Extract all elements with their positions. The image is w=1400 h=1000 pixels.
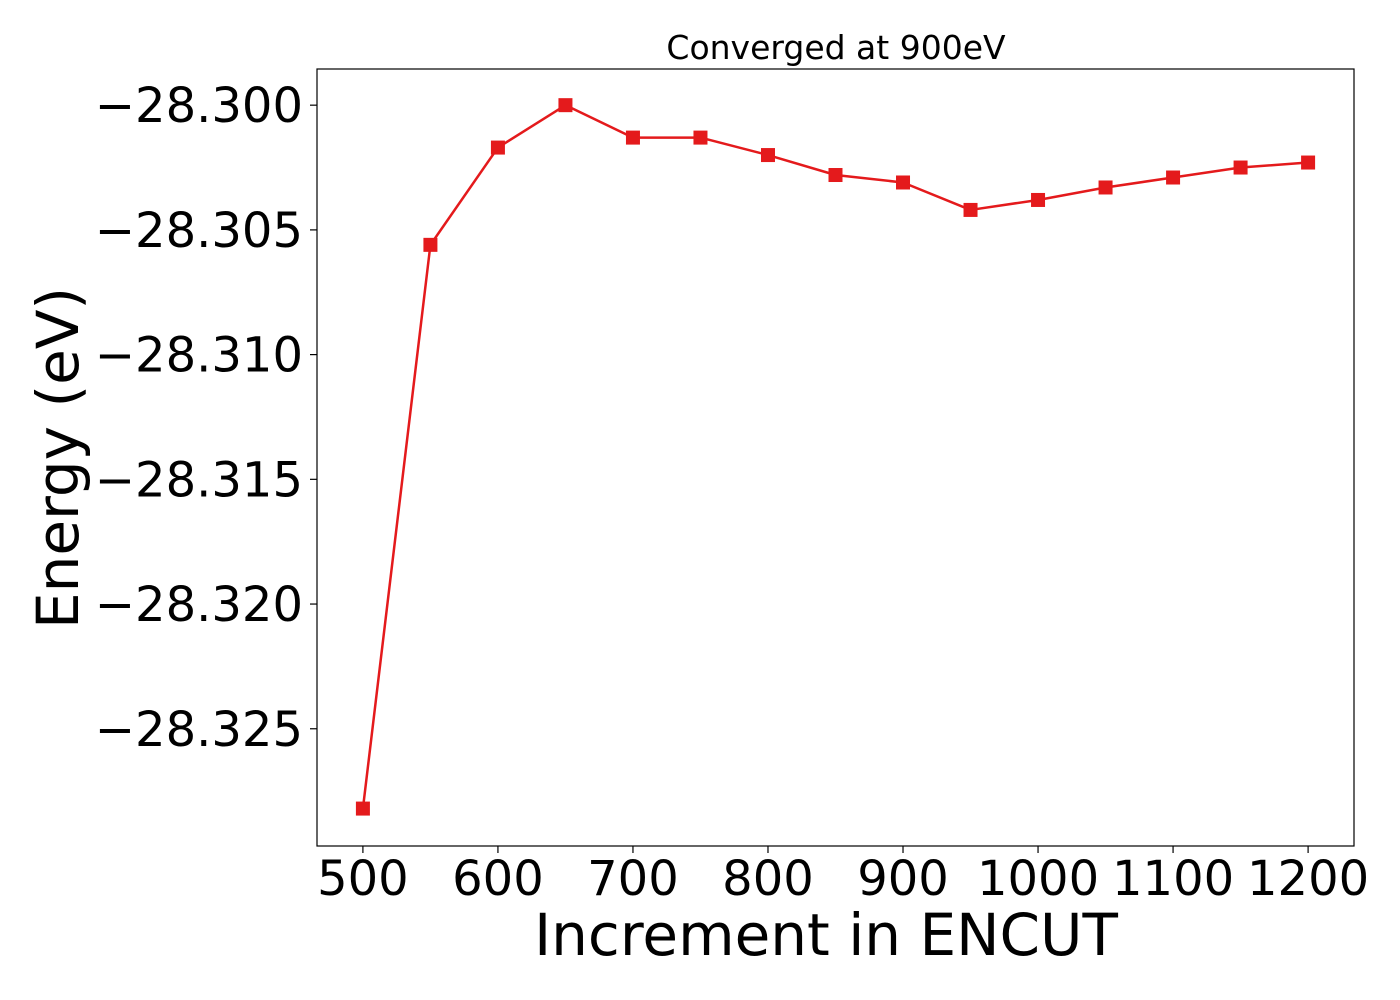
x-tick-label: 1000 <box>977 851 1099 907</box>
data-point-marker <box>1301 155 1316 170</box>
y-tick-label: −28.315 <box>95 452 303 508</box>
plot-area <box>355 98 1316 816</box>
x-tick-label: 800 <box>722 851 814 907</box>
data-point-marker <box>1166 170 1181 185</box>
data-point-marker <box>1031 192 1046 207</box>
x-tick-label: 1100 <box>1112 851 1234 907</box>
x-tick-label: 700 <box>587 851 679 907</box>
data-point-marker <box>828 168 843 183</box>
data-point-marker <box>896 175 911 190</box>
data-point-marker <box>760 148 775 163</box>
x-tick-label: 900 <box>857 851 949 907</box>
data-point-marker <box>558 98 573 113</box>
data-point-marker <box>1233 160 1248 175</box>
data-point-marker <box>1098 180 1113 195</box>
x-axis-label: Increment in ENCUT <box>534 901 1118 969</box>
data-point-marker <box>963 202 978 217</box>
x-tick-label: 1200 <box>1247 851 1369 907</box>
chart-title: Converged at 900eV <box>666 28 1006 67</box>
data-point-marker <box>625 130 640 145</box>
x-tick-label: 600 <box>452 851 544 907</box>
y-tick-label: −28.300 <box>95 78 303 134</box>
data-point-marker <box>490 140 505 155</box>
y-tick-label: −28.305 <box>95 203 303 259</box>
data-point-marker <box>355 801 370 816</box>
y-axis: −28.300 −28.305 −28.310 −28.315 −28.320 −28.3… <box>95 78 317 758</box>
data-point-marker <box>693 130 708 145</box>
data-point-marker <box>423 237 438 252</box>
x-axis: 500 600 700 800 900 1000 1100 1200 <box>317 846 1369 907</box>
y-tick-label: −28.325 <box>95 702 303 758</box>
y-axis-label: Energy (eV) <box>24 287 92 629</box>
x-tick-label: 500 <box>317 851 409 907</box>
y-tick-label: −28.320 <box>95 577 303 633</box>
axes-frame <box>316 68 1355 847</box>
y-tick-label: −28.310 <box>95 328 303 384</box>
